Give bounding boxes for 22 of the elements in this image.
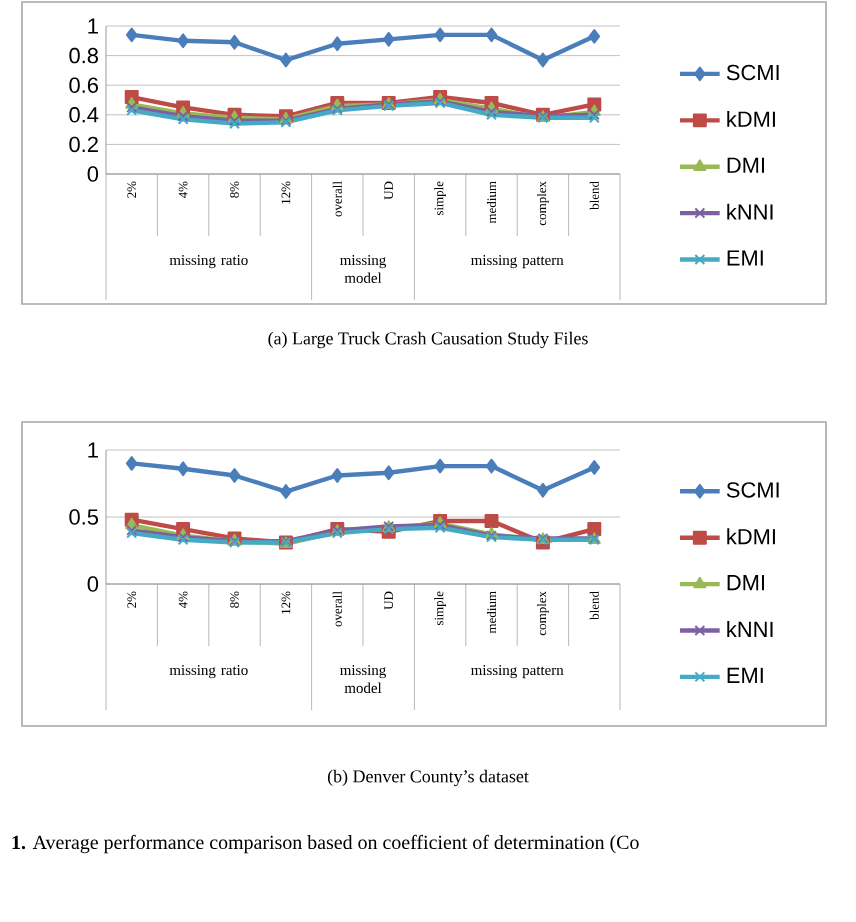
legend-label: SCMI: [726, 482, 779, 498]
y-tick-label: 0: [87, 576, 99, 592]
y-tick-label: 1: [88, 18, 98, 34]
y-tick-label: 1: [88, 442, 98, 458]
legend-label: kDMI: [727, 110, 775, 127]
legend-label: EMI: [727, 250, 763, 266]
y-tick-label: 0.2: [69, 136, 98, 153]
y-tick-label: 0.5: [69, 509, 99, 525]
legend-label: DMI: [727, 575, 764, 591]
text: 1. Average performance comparison based on coefficient of determination (Co: [12, 834, 639, 854]
legend-label: SCMI: [726, 64, 779, 81]
legend-label: EMI: [727, 667, 763, 683]
legend-label: kNNI: [727, 203, 773, 220]
legend-label: kDMI: [727, 528, 775, 545]
y-tick-label: 0.8: [69, 47, 98, 64]
text: (b) Denver County’s dataset: [327, 769, 529, 787]
legend-label: DMI: [727, 157, 764, 173]
legend-label: kNNI: [727, 621, 773, 637]
text: (a) Large Truck Crash Causation Study Files: [268, 331, 588, 349]
y-tick-label: 0.6: [69, 77, 98, 93]
y-tick-label: 0.4: [69, 107, 99, 123]
y-tick-label: 0: [87, 166, 99, 182]
